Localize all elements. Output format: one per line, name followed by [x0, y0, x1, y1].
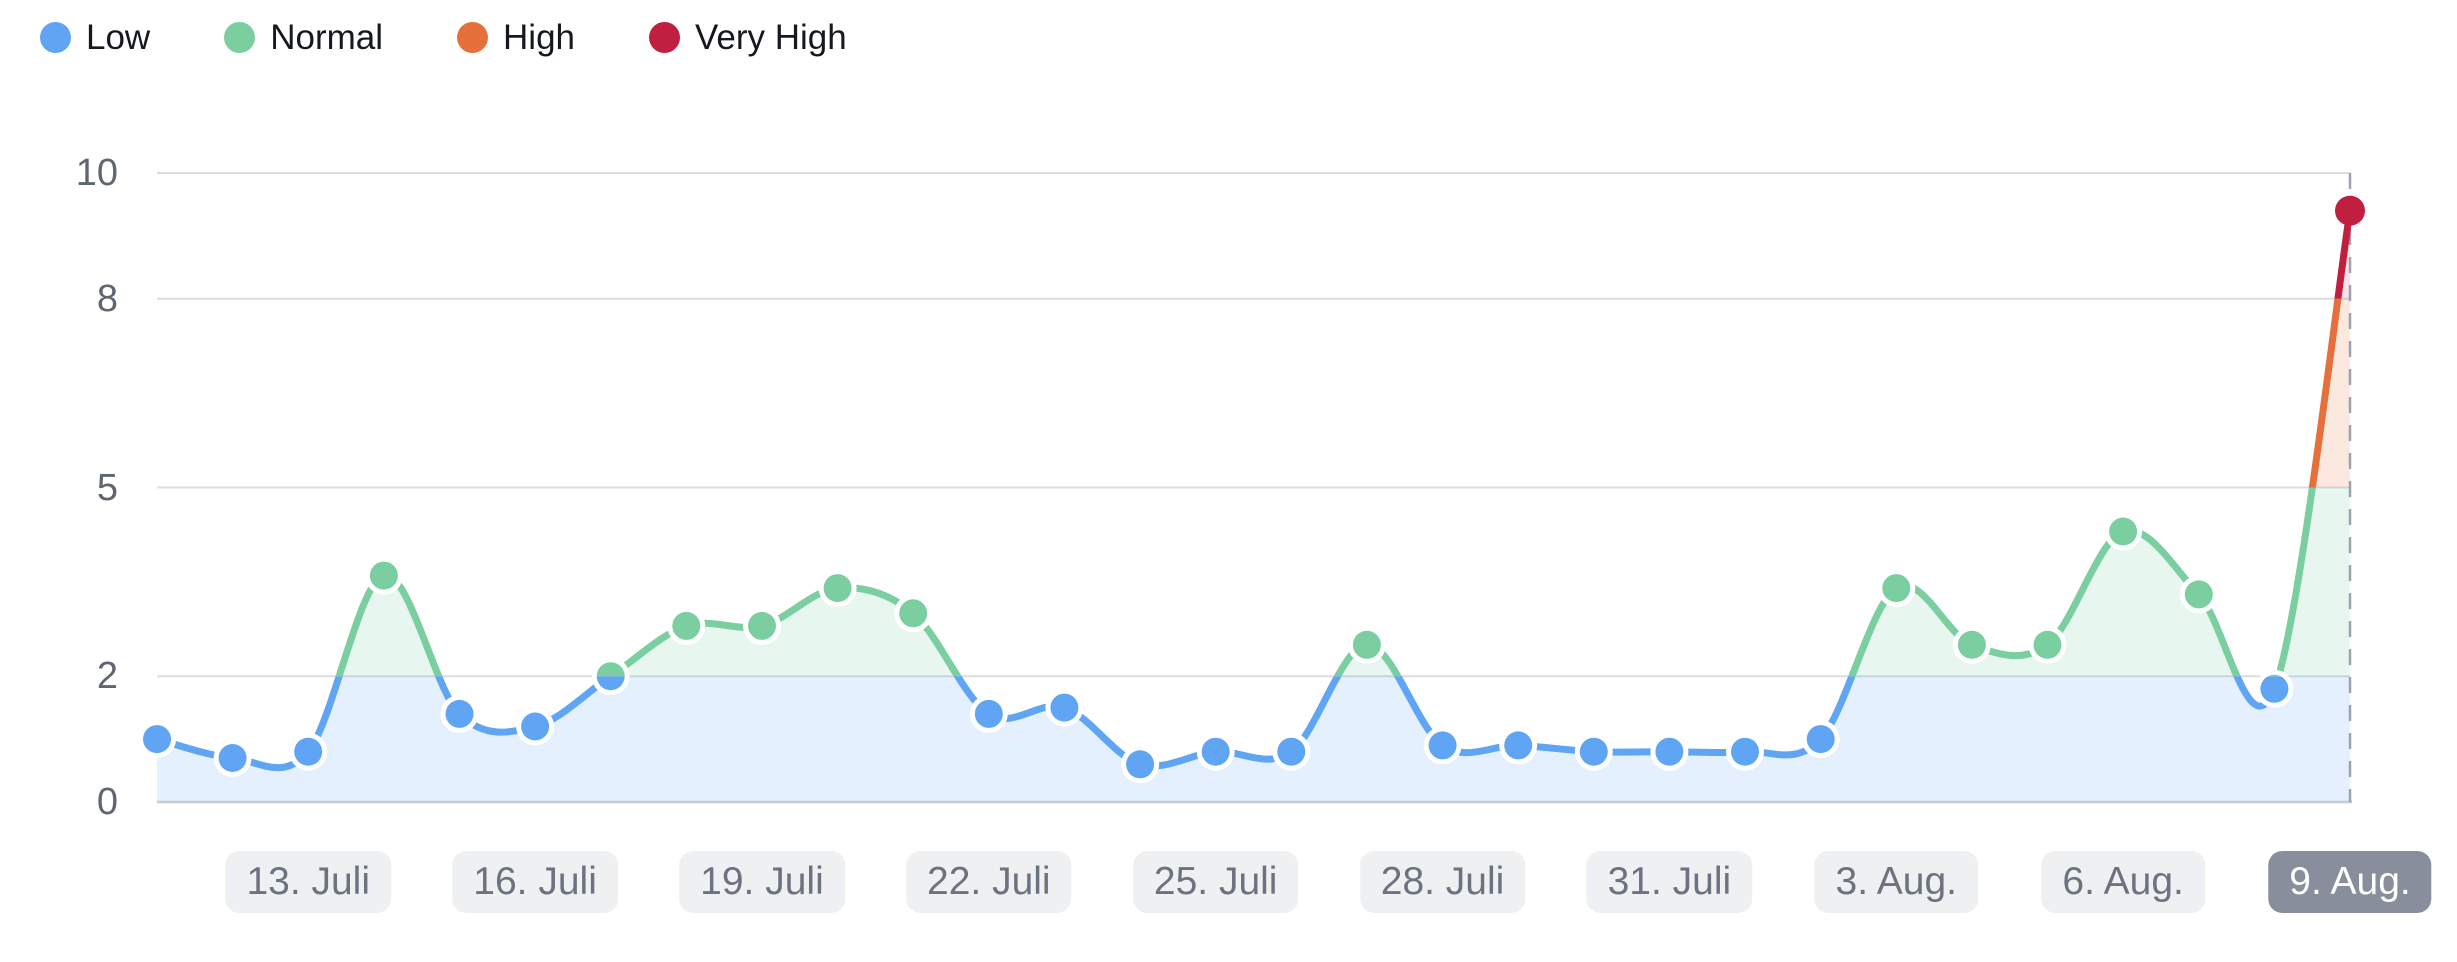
data-point[interactable] — [138, 720, 176, 759]
y-tick-label: 8 — [96, 277, 118, 320]
data-point[interactable] — [1499, 726, 1538, 765]
y-tick-label: 2 — [96, 655, 118, 698]
data-point[interactable] — [1574, 732, 1613, 771]
data-point[interactable] — [1952, 625, 1991, 664]
data-point[interactable] — [1347, 625, 1386, 664]
data-point[interactable] — [516, 707, 555, 746]
area-fill-low — [157, 676, 2350, 802]
y-tick-label: 5 — [96, 466, 118, 509]
x-tick-pill[interactable]: 13. Juli — [225, 851, 392, 913]
y-tick-label: 0 — [96, 781, 118, 823]
legend-item-low[interactable]: Low — [40, 20, 150, 55]
data-point[interactable] — [743, 606, 781, 645]
data-point[interactable] — [1272, 732, 1311, 771]
data-point[interactable] — [1121, 745, 1160, 784]
data-point[interactable] — [1726, 732, 1764, 771]
chart-legend: Low Normal High Very High — [40, 14, 847, 60]
series-line-normal — [335, 487, 2316, 677]
data-point[interactable] — [894, 594, 933, 633]
data-point[interactable] — [1423, 726, 1462, 765]
data-point[interactable] — [2028, 625, 2067, 664]
data-point[interactable] — [2104, 512, 2143, 551]
x-tick-pill[interactable]: 22. Juli — [906, 851, 1072, 913]
legend-label: High — [503, 17, 575, 57]
legend-item-normal[interactable]: Normal — [224, 20, 383, 55]
legend-item-very-high[interactable]: Very High — [649, 20, 847, 55]
x-tick-pill-selected[interactable]: 9. Aug. — [2268, 851, 2432, 913]
low-dot-icon — [40, 21, 71, 53]
x-tick-pill[interactable]: 6. Aug. — [2041, 851, 2205, 913]
data-point[interactable] — [667, 606, 706, 645]
legend-label: Very High — [695, 17, 847, 57]
data-point[interactable] — [969, 694, 1008, 733]
x-tick-pill[interactable]: 25. Juli — [1132, 851, 1299, 913]
data-point[interactable] — [1801, 720, 1840, 759]
data-point[interactable] — [364, 556, 403, 595]
data-point[interactable] — [289, 732, 328, 771]
data-point[interactable] — [2255, 669, 2294, 708]
legend-item-high[interactable]: High — [457, 20, 575, 55]
data-point[interactable] — [1877, 569, 1916, 608]
legend-label: Low — [86, 17, 151, 57]
y-tick-label: 10 — [75, 152, 118, 194]
last-data-point[interactable] — [2335, 195, 2365, 226]
legend-label: Normal — [270, 17, 384, 57]
high-dot-icon — [457, 21, 489, 53]
data-point[interactable] — [2179, 575, 2218, 614]
normal-dot-icon — [224, 21, 256, 53]
x-tick-pill[interactable]: 16. Juli — [452, 851, 618, 913]
data-point[interactable] — [1650, 732, 1689, 771]
x-tick-pill[interactable]: 3. Aug. — [1814, 851, 1978, 913]
data-point[interactable] — [213, 739, 252, 777]
very-high-dot-icon — [649, 21, 680, 53]
data-point[interactable] — [591, 657, 630, 696]
data-point[interactable] — [1045, 688, 1084, 727]
x-tick-pill[interactable]: 31. Juli — [1586, 851, 1753, 913]
x-tick-pill[interactable]: 28. Juli — [1359, 851, 1526, 913]
area-fill-normal — [339, 487, 2350, 677]
data-point[interactable] — [818, 569, 857, 608]
data-point[interactable] — [1196, 732, 1235, 771]
x-tick-pill[interactable]: 19. Juli — [679, 851, 845, 913]
data-point[interactable] — [440, 694, 479, 733]
